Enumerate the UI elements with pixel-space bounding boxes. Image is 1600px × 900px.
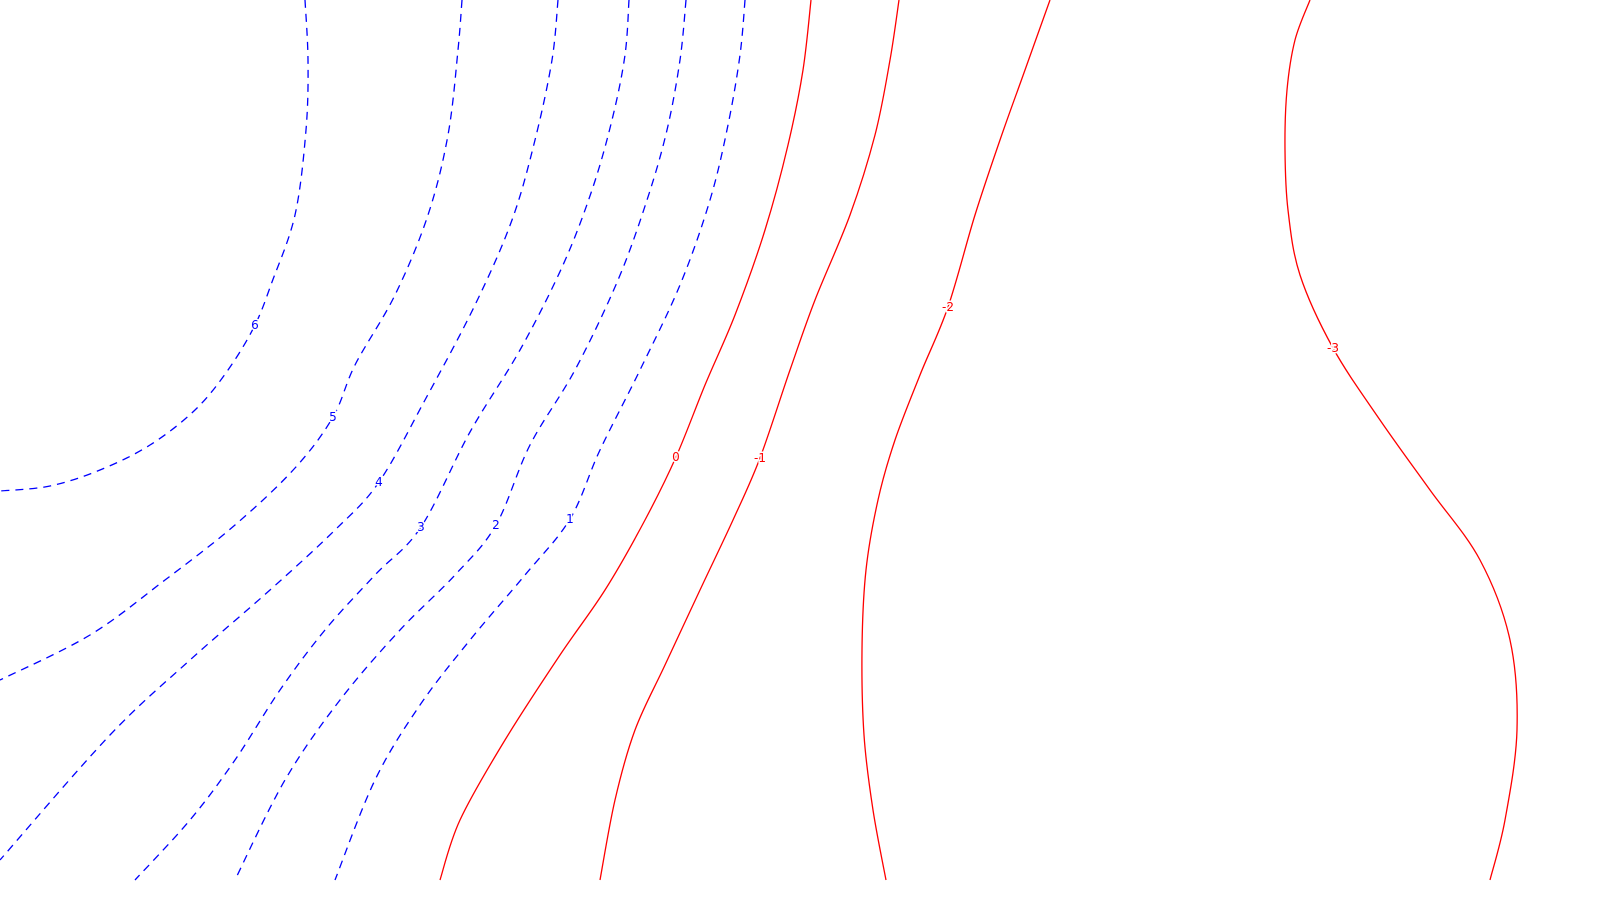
- contour-label-1: 1: [566, 512, 574, 526]
- contour-line-2: [234, 0, 687, 881]
- contour-label-neg1: -1: [754, 451, 766, 465]
- contour-label-4: 4: [375, 475, 383, 489]
- contour-label-0: 0: [672, 450, 680, 464]
- contour-label-6: 6: [251, 318, 259, 332]
- contour-line-4: [0, 0, 559, 861]
- contour-line-neg2: [861, 0, 1051, 881]
- contour-line-1: [334, 0, 746, 881]
- contour-lines: [0, 0, 1518, 881]
- contour-line-5: [0, 0, 463, 681]
- contour-label-neg2: -2: [942, 300, 954, 314]
- contour-line-neg3: [1284, 0, 1518, 881]
- contour-line-neg1: [599, 0, 900, 881]
- contour-line-3: [134, 0, 630, 881]
- contour-line-6: [0, 0, 309, 492]
- contour-label-2: 2: [492, 518, 500, 532]
- contour-label-5: 5: [329, 410, 337, 424]
- contour-labels: 6 5 4 3 2 1 0 -1 -2 -3: [250, 299, 1341, 536]
- contour-label-3: 3: [417, 520, 425, 534]
- contour-line-0: [439, 0, 812, 881]
- contour-label-neg3: -3: [1327, 341, 1339, 355]
